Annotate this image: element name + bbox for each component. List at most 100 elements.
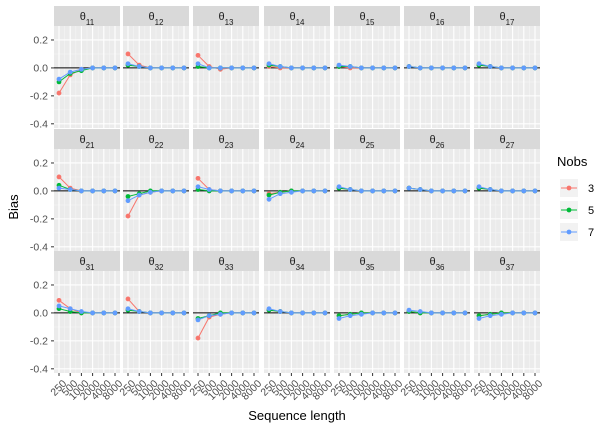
facet-strip-subscript: 31 (86, 263, 95, 272)
data-point-nobs-7 (289, 189, 294, 195)
data-point-nobs-7 (451, 188, 457, 194)
data-point-nobs-7 (195, 184, 201, 190)
facet-strip-subscript: 25 (366, 141, 375, 150)
facet-strip (334, 129, 400, 149)
facet-strip-subscript: 21 (86, 141, 95, 150)
facet-strip-subscript: 17 (506, 18, 515, 27)
data-point-nobs-7 (429, 188, 434, 194)
data-point-nobs-7 (218, 65, 223, 71)
data-point-nobs-3 (195, 52, 201, 58)
facet-panel-11: θ11 (54, 6, 120, 128)
facet-strip (54, 129, 120, 149)
data-point-nobs-3 (56, 297, 62, 303)
facet-strip-subscript: 13 (225, 18, 234, 27)
y-tick-label: 0.2 (33, 279, 48, 291)
data-point-nobs-3 (195, 175, 201, 181)
data-point-nobs-7 (229, 65, 235, 71)
facet-strip-subscript: 24 (296, 141, 305, 150)
facet-panel-25: θ25 (334, 129, 400, 251)
y-tick-label: -0.4 (30, 241, 48, 253)
data-point-nobs-7 (240, 65, 246, 71)
data-point-nobs-7 (300, 65, 305, 71)
data-point-nobs-7 (521, 65, 527, 71)
data-point-nobs-7 (311, 65, 317, 71)
legend: Nobs 3 5 7 (557, 154, 594, 241)
facet-panel-13: θ13 (193, 6, 259, 128)
data-point-nobs-7 (499, 188, 504, 194)
facet-strip (123, 6, 189, 26)
data-point-nobs-7 (56, 185, 62, 191)
data-point-nobs-7 (125, 61, 131, 67)
facet-strip-subscript: 11 (86, 18, 95, 27)
facet-strip-subscript: 35 (366, 263, 375, 272)
y-tick-label: 0.0 (33, 307, 48, 319)
data-point-nobs-7 (347, 64, 353, 69)
facet-panel-36: θ36 (404, 251, 470, 373)
data-point-nobs-7 (159, 310, 165, 316)
facet-strip (334, 251, 400, 271)
legend-label-nobs-5: 5 (588, 205, 594, 217)
x-axis-title: Sequence length (248, 408, 346, 423)
data-point-nobs-7 (440, 310, 445, 316)
facet-panel-12: θ12 (123, 6, 189, 128)
data-point-nobs-7 (322, 310, 328, 316)
data-point-nobs-7 (417, 309, 423, 314)
data-point-nobs-7 (56, 76, 62, 82)
facet-strip (54, 6, 120, 26)
y-tick-label: 0.0 (33, 62, 48, 74)
facet-strip (474, 6, 540, 26)
facet-panel-27: θ27 (474, 129, 540, 251)
facet-panel-21: θ21 (54, 129, 120, 251)
data-point-nobs-3 (125, 51, 131, 57)
y-tick-label: -0.2 (30, 90, 48, 102)
data-point-nobs-7 (148, 310, 153, 316)
data-point-nobs-7 (79, 309, 84, 314)
facet-panel-22: θ22 (123, 129, 189, 251)
facet-strip (404, 251, 470, 271)
legend-key-point (566, 207, 572, 213)
y-tick-label: 0.0 (33, 185, 48, 197)
facet-strip (334, 6, 400, 26)
legend-key-point (566, 229, 572, 235)
data-point-nobs-7 (170, 65, 176, 71)
data-point-nobs-7 (499, 311, 504, 317)
facet-panel-23: θ23 (193, 129, 259, 251)
data-point-nobs-3 (125, 213, 131, 219)
data-point-nobs-7 (112, 188, 118, 194)
data-point-nobs-7 (476, 184, 482, 190)
facet-strip-subscript: 15 (366, 18, 375, 27)
data-point-nobs-7 (181, 310, 187, 316)
data-point-nobs-7 (406, 307, 412, 313)
data-point-nobs-7 (347, 313, 353, 319)
facet-panel-17: θ17 (474, 6, 540, 128)
data-point-nobs-7 (101, 188, 107, 194)
data-point-nobs-7 (240, 188, 246, 194)
facet-panel-15: θ15 (334, 6, 400, 128)
facet-panel-32: θ32 (123, 251, 189, 373)
data-point-nobs-7 (462, 188, 468, 194)
data-point-nobs-7 (359, 65, 364, 71)
data-point-nobs-7 (90, 65, 95, 71)
y-axis-title: Bias (6, 194, 21, 220)
data-point-nobs-7 (359, 188, 364, 194)
y-tick-label: -0.4 (30, 118, 48, 130)
data-point-nobs-7 (381, 188, 387, 194)
data-point-nobs-7 (90, 310, 95, 316)
facet-strip (474, 251, 540, 271)
facet-strip-subscript: 32 (155, 263, 164, 272)
data-point-nobs-7 (266, 306, 272, 312)
facet-strip (193, 251, 259, 271)
data-point-nobs-7 (206, 187, 212, 192)
data-point-nobs-7 (218, 311, 223, 317)
data-point-nobs-7 (487, 313, 493, 319)
data-point-nobs-7 (159, 188, 165, 194)
data-point-nobs-7 (90, 188, 95, 194)
data-point-nobs-7 (417, 65, 423, 71)
facet-strip-subscript: 34 (296, 263, 305, 272)
data-point-nobs-7 (181, 188, 187, 194)
facet-strip-subscript: 22 (155, 141, 164, 150)
data-point-nobs-7 (125, 306, 131, 312)
data-point-nobs-7 (381, 65, 387, 71)
facet-strip (123, 251, 189, 271)
data-point-nobs-7 (429, 65, 434, 71)
